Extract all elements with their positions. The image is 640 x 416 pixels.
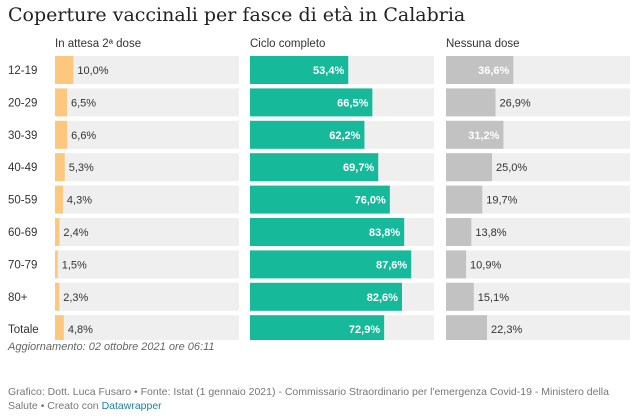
bar-attesa	[55, 250, 58, 279]
bar-nessuna	[446, 315, 488, 340]
data-label-nessuna: 26,9%	[499, 97, 530, 109]
bar-track-attesa	[55, 282, 239, 311]
data-label-completo: 62,2%	[329, 130, 360, 142]
bar-completo	[250, 88, 373, 117]
bar-nessuna	[446, 250, 467, 279]
bar-completo	[250, 56, 349, 84]
row-label: 60-69	[8, 227, 37, 239]
bar-completo	[250, 250, 412, 279]
data-label-nessuna: 13,8%	[475, 227, 506, 239]
datawrapper-link[interactable]: Datawrapper	[101, 400, 162, 412]
bar-track-attesa	[55, 153, 239, 182]
data-label-attesa: 5,3%	[69, 162, 94, 174]
data-label-attesa: 2,3%	[63, 292, 88, 304]
data-label-nessuna: 22,3%	[491, 324, 522, 336]
bar-track-attesa	[55, 185, 239, 214]
bar-track-nessuna	[446, 218, 630, 246]
bar-completo	[250, 120, 365, 149]
data-label-nessuna: 15,1%	[478, 292, 509, 304]
bar-attesa	[55, 218, 60, 246]
bar-attesa	[55, 153, 65, 182]
bar-track-attesa	[55, 250, 239, 279]
bar-attesa	[55, 315, 64, 340]
bar-nessuna	[446, 88, 496, 117]
data-label-attesa: 2,4%	[63, 227, 88, 239]
source-note: Grafico: Dott. Luca Fusaro • Fonte: Ista…	[8, 385, 632, 413]
bar-chart: In attesa 2ª dose Ciclo completo Nessuna d…	[8, 38, 630, 340]
data-label-attesa: 4,8%	[68, 324, 93, 336]
bar-attesa	[55, 88, 67, 117]
row-label: 80+	[8, 292, 28, 304]
bar-track-attesa	[55, 88, 239, 117]
bar-track-nessuna	[446, 250, 630, 279]
bar-attesa	[55, 120, 68, 149]
bar-track-attesa	[55, 315, 239, 340]
chart-title: Coperture vaccinali per fasce di età in …	[8, 4, 466, 26]
column-header-nessuna: Nessuna dose	[446, 38, 520, 50]
bar-track-attesa	[55, 120, 239, 149]
bar-nessuna	[446, 218, 472, 246]
row-label: 20-29	[8, 97, 37, 109]
bar-nessuna	[446, 282, 474, 311]
data-label-nessuna: 25,0%	[496, 162, 527, 174]
bar-attesa	[55, 185, 63, 214]
row-label: 50-59	[8, 195, 37, 207]
data-label-completo: 83,8%	[369, 227, 400, 239]
column-header-attesa: In attesa 2ª dose	[55, 38, 141, 50]
bar-attesa	[55, 282, 60, 311]
bar-nessuna	[446, 120, 504, 149]
data-label-attesa: 1,5%	[62, 259, 87, 271]
row-label: 12-19	[8, 65, 37, 77]
bar-completo	[250, 185, 390, 214]
data-label-completo: 76,0%	[355, 195, 386, 207]
bar-completo	[250, 153, 379, 182]
bar-nessuna	[446, 185, 483, 214]
data-label-completo: 69,7%	[343, 162, 374, 174]
column-header-completo: Ciclo completo	[250, 38, 325, 50]
bar-nessuna	[446, 153, 492, 182]
data-label-completo: 66,5%	[337, 97, 368, 109]
data-label-completo: 53,4%	[313, 65, 344, 77]
bar-completo	[250, 282, 402, 311]
data-label-nessuna: 10,9%	[470, 259, 501, 271]
data-label-attesa: 6,5%	[71, 97, 96, 109]
data-label-completo: 72,9%	[349, 324, 380, 336]
row-label: 40-49	[8, 162, 37, 174]
row-label: 70-79	[8, 259, 37, 271]
bar-attesa	[55, 56, 74, 84]
row-label: 30-39	[8, 130, 37, 142]
bar-nessuna	[446, 56, 514, 84]
data-label-nessuna: 19,7%	[486, 195, 517, 207]
update-note: Aggiornamento: 02 ottobre 2021 ore 06:11	[8, 341, 215, 353]
data-label-completo: 82,6%	[367, 292, 398, 304]
data-label-attesa: 10,0%	[77, 65, 108, 77]
bar-completo	[250, 218, 405, 246]
bar-track-attesa	[55, 218, 239, 246]
data-label-attesa: 6,6%	[71, 130, 96, 142]
bar-completo	[250, 315, 385, 340]
bar-track-nessuna	[446, 282, 630, 311]
data-label-attesa: 4,3%	[67, 195, 92, 207]
row-label: Totale	[8, 324, 39, 336]
data-label-nessuna: 36,6%	[478, 65, 509, 77]
data-label-completo: 87,6%	[376, 259, 407, 271]
source-text: Grafico: Dott. Luca Fusaro • Fonte: Ista…	[8, 386, 609, 412]
bar-track-attesa	[55, 56, 239, 84]
data-label-nessuna: 31,2%	[468, 130, 499, 142]
